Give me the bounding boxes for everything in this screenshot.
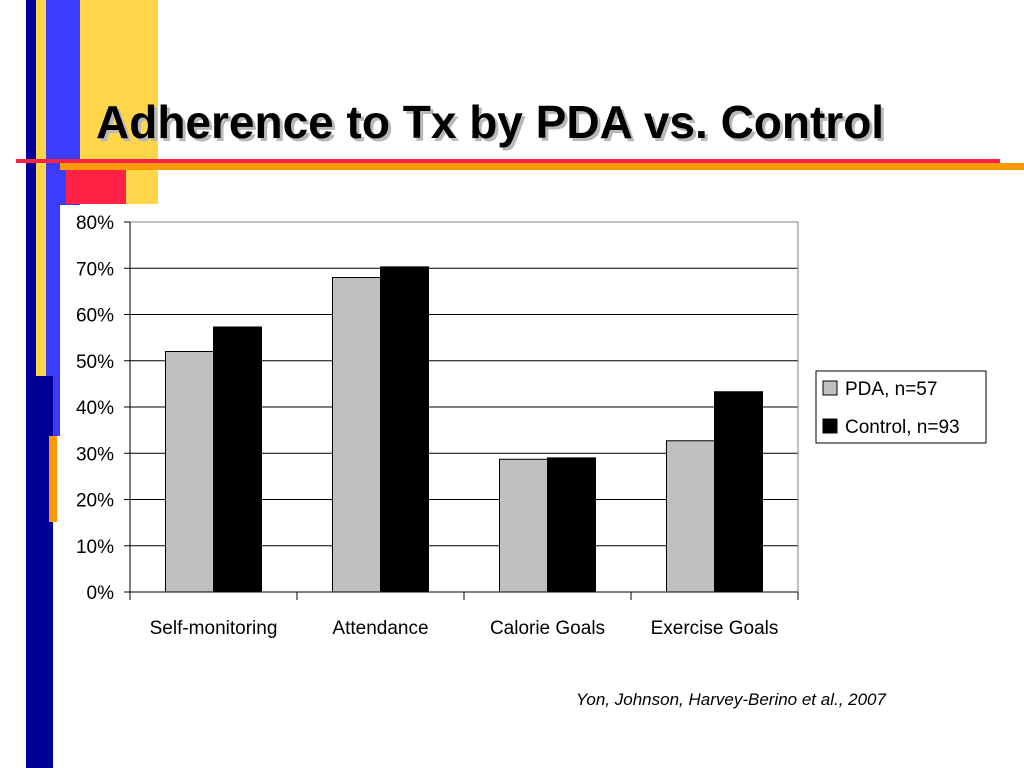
bar-pda-1	[332, 277, 381, 593]
bar-pda-0	[165, 351, 214, 593]
legend-swatch	[822, 418, 838, 434]
deco-navy-stripe-lower	[26, 376, 53, 768]
title-underline-red	[16, 159, 1000, 163]
x-axis-labels: Self-monitoring Attendance Calorie Goals Ex…	[150, 618, 779, 639]
bars	[165, 266, 763, 593]
deco-red-square	[66, 170, 126, 204]
y-axis-ticks: 0% 10% 20% 30% 40% 50% 60% 70% 80%	[76, 213, 130, 604]
x-category-label: Self-monitoring	[150, 618, 278, 639]
y-tick-label: 40%	[76, 398, 114, 419]
bar-control-1	[380, 266, 429, 593]
deco-orange-stripe	[49, 436, 57, 522]
y-tick-label: 30%	[76, 444, 114, 465]
bar-pda-2	[499, 458, 548, 593]
y-tick-label: 60%	[76, 306, 114, 327]
deco-yellow-stripe	[36, 0, 46, 376]
bar-pda-3	[666, 440, 715, 593]
x-category-label: Calorie Goals	[490, 618, 605, 639]
legend-label: PDA, n=57	[845, 379, 937, 400]
bar-control-0	[213, 326, 262, 593]
y-tick-label: 20%	[76, 491, 114, 512]
legend-label: Control, n=93	[845, 417, 960, 438]
title-underline-orange	[60, 163, 1024, 170]
legend-box	[815, 370, 987, 444]
axes	[129, 221, 799, 600]
y-tick-label: 10%	[76, 537, 114, 558]
y-tick-label: 50%	[76, 352, 114, 373]
y-tick-label: 70%	[76, 259, 114, 280]
y-tick-label: 80%	[76, 213, 114, 234]
legend: PDA, n=57 Control, n=93	[815, 370, 987, 444]
slide-title: Adherence to Tx by PDA vs. Control	[96, 96, 885, 148]
x-category-label: Attendance	[332, 618, 428, 639]
legend-swatch	[822, 380, 838, 396]
bar-control-3	[714, 391, 763, 593]
bar-control-2	[547, 457, 596, 593]
citation: Yon, Johnson, Harvey-Berino et al., 2007	[576, 690, 886, 709]
x-category-label: Exercise Goals	[651, 618, 779, 639]
y-tick-label: 0%	[87, 583, 115, 604]
